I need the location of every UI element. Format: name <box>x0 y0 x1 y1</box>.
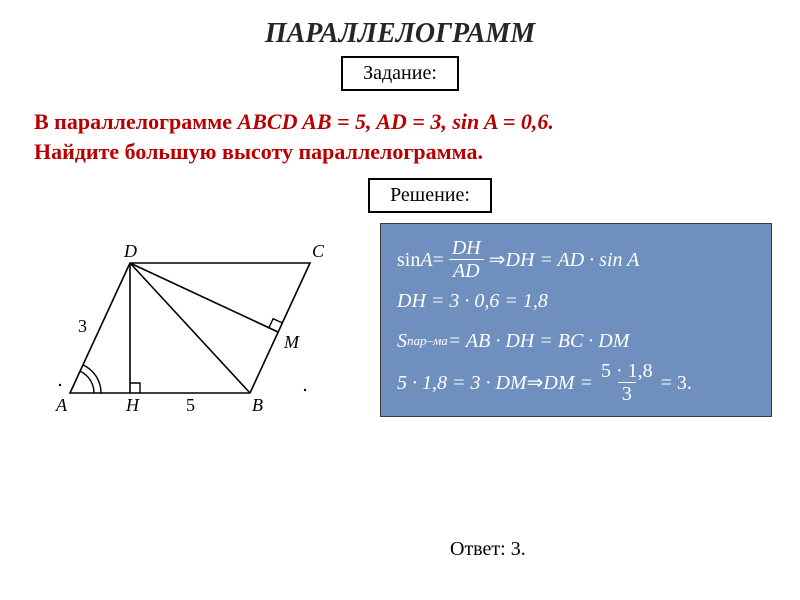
diagram-column: A B C D H M 3 5 <box>0 223 380 443</box>
problem-line1-pre: В параллелограмме <box>34 109 238 134</box>
m3-sub: пар–ма <box>407 328 448 354</box>
problem-line2: Найдите большую высоту параллелограмма. <box>34 139 483 164</box>
m1-frac: DH AD <box>448 238 485 281</box>
m1-sin: sin <box>397 240 420 280</box>
m4-num: 5 · 1,8 <box>597 361 657 382</box>
problem-text: В параллелограмме ABCD AB = 5, AD = 3, s… <box>0 91 800 174</box>
m4-lhs: 5 · 1,8 = 3 · DM <box>397 363 527 403</box>
svg-text:H: H <box>125 395 140 415</box>
task-label: Задание: <box>341 56 459 91</box>
svg-text:3: 3 <box>78 316 87 336</box>
answer-label: Ответ: <box>450 538 511 560</box>
m3-eq: = AB · DH = BC · DM <box>448 321 630 361</box>
page-title: ПАРАЛЛЕЛОГРАММ <box>0 0 800 50</box>
m4-DM: DM = <box>543 363 593 403</box>
m4-tail: = 3. <box>661 363 692 403</box>
svg-text:B: B <box>252 395 263 415</box>
problem-ab-eq: AB = 5, AD = 3, sin A = 0,6. <box>297 109 553 134</box>
m4-arrow: ⇒ <box>527 363 544 403</box>
m1-num: DH <box>448 238 485 259</box>
m4-den: 3 <box>618 382 636 404</box>
m1-eq: = <box>433 240 444 280</box>
svg-text:A: A <box>55 395 68 415</box>
math-line-1: sin A = DH AD ⇒ DH = AD · sin A <box>397 238 755 281</box>
problem-abcd: ABCD <box>238 109 298 134</box>
m1-arrow: ⇒ <box>489 240 506 280</box>
math-panel: sin A = DH AD ⇒ DH = AD · sin A DH = 3 ·… <box>380 223 772 417</box>
task-label-box: Задание: <box>0 56 800 91</box>
math-line-2: DH = 3 · 0,6 = 1,8 <box>397 281 755 321</box>
parallelogram-diagram: A B C D H M 3 5 <box>20 223 380 443</box>
math-line-4: 5 · 1,8 = 3 · DM ⇒ DM = 5 · 1,8 3 = 3. <box>397 361 755 404</box>
m4-frac: 5 · 1,8 3 <box>597 361 657 404</box>
math-column: sin A = DH AD ⇒ DH = AD · sin A DH = 3 ·… <box>380 223 800 443</box>
solution-label-box: Решение: <box>60 178 800 213</box>
svg-text:D: D <box>123 241 137 261</box>
solution-label: Решение: <box>368 178 492 213</box>
content-row: ABCDHM35 sin A = DH AD ⇒ DH = AD · sin A… <box>0 223 800 443</box>
svg-text:M: M <box>283 332 300 352</box>
svg-text:5: 5 <box>186 395 195 415</box>
m3-S: S <box>397 321 407 361</box>
m1-rhs: DH = AD · sin A <box>506 240 640 280</box>
math-line-3: Sпар–ма = AB · DH = BC · DM <box>397 321 755 361</box>
svg-text:C: C <box>312 241 325 261</box>
answer-value: 3. <box>511 538 526 560</box>
m1-A: A <box>420 240 432 280</box>
answer: Ответ: 3. <box>450 538 526 561</box>
m1-den: AD <box>449 259 484 281</box>
